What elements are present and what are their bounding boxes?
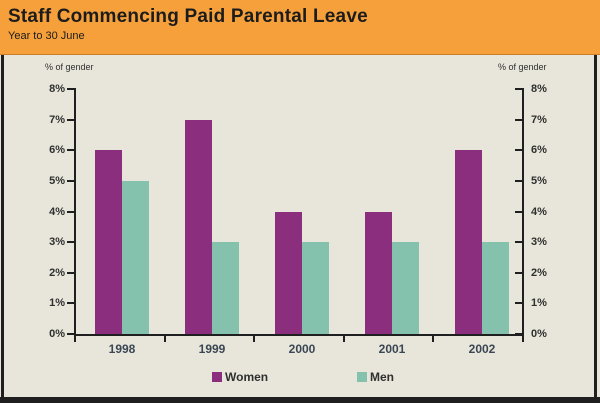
y-axis-tick-label: 6% <box>49 144 65 157</box>
legend-swatch-women <box>212 372 222 382</box>
x-axis-tick <box>253 336 256 342</box>
y-axis-right <box>522 89 524 336</box>
y-axis-tick-label: 8% <box>49 83 65 95</box>
x-axis-tick <box>432 336 435 342</box>
x-axis-label: 1999 <box>198 342 226 356</box>
bar-men-2002 <box>482 242 509 334</box>
y-axis-tick-label: 5% <box>531 174 547 187</box>
y-axis-tick-label: 2% <box>49 266 65 279</box>
panel-border-left <box>1 55 4 403</box>
y-axis-tick-label: 1% <box>531 297 547 310</box>
bar-men-1999 <box>212 242 239 334</box>
y-axis-tick <box>67 118 76 121</box>
y-axis-tick <box>515 149 524 152</box>
y-axis-tick-label: 8% <box>531 83 547 95</box>
x-axis-label: 2002 <box>468 342 496 356</box>
panel-border-right <box>594 55 597 403</box>
bar-men-2000 <box>302 242 329 334</box>
y-axis-tick-label: 0% <box>49 328 65 340</box>
y-axis-tick-label: 4% <box>49 205 65 218</box>
x-axis <box>74 334 524 336</box>
page-title: Staff Commencing Paid Parental Leave <box>8 6 368 27</box>
y-axis-tick-label: 7% <box>531 113 547 126</box>
bar-women-2001 <box>365 211 392 334</box>
x-axis-label: 2000 <box>288 342 316 356</box>
x-axis-label: 2001 <box>378 342 406 356</box>
y-axis-tick <box>515 179 524 182</box>
x-axis-tick <box>342 336 345 342</box>
y-axis-left <box>74 89 76 336</box>
y-axis-tick-label: 7% <box>49 113 65 126</box>
y-axis-tick-label: 3% <box>531 236 547 249</box>
y-axis-tick <box>515 241 524 244</box>
bar-women-2000 <box>275 211 302 334</box>
legend-label: Men <box>370 370 394 384</box>
y-axis-tick <box>515 88 524 90</box>
bar-men-2001 <box>392 242 419 334</box>
y-axis-tick <box>515 210 524 213</box>
bar-women-2002 <box>455 150 482 334</box>
y-axis-tick-label: 2% <box>531 266 547 279</box>
y-axis-tick-label: 3% <box>49 236 65 249</box>
y-axis-tick-label: 0% <box>531 328 547 340</box>
y-axis-tick-label: 1% <box>49 297 65 310</box>
y-axis-unit-label-right: % of gender <box>498 62 547 72</box>
x-axis-label: 1998 <box>108 342 136 356</box>
y-axis-tick <box>67 179 76 182</box>
y-axis-tick <box>515 118 524 121</box>
y-axis-tick <box>67 302 76 305</box>
bar-men-1998 <box>122 180 149 334</box>
y-axis-tick <box>67 88 76 90</box>
legend-swatch-men <box>357 372 367 382</box>
y-axis-tick <box>515 271 524 274</box>
x-axis-tick <box>74 336 76 342</box>
y-axis-tick-label: 6% <box>531 144 547 157</box>
figure-header: Staff Commencing Paid Parental Leave Yea… <box>0 0 600 55</box>
page-subtitle: Year to 30 June <box>8 30 85 42</box>
x-axis-tick <box>163 336 166 342</box>
y-axis-tick <box>67 333 76 335</box>
legend-label: Women <box>225 370 269 384</box>
y-axis-tick <box>67 271 76 274</box>
y-axis-unit-label-left: % of gender <box>45 62 94 72</box>
y-axis-tick-label: 4% <box>531 205 547 218</box>
y-axis-tick <box>515 302 524 305</box>
bar-women-1999 <box>185 119 212 334</box>
chart-panel: % of gender % of gender 0% 1% 2% 3% 4% 5% 6% 7%… <box>0 55 600 403</box>
x-axis-tick <box>522 336 524 342</box>
panel-border-bottom <box>0 397 600 403</box>
bar-women-1998 <box>95 150 122 334</box>
y-axis-tick-label: 5% <box>49 174 65 187</box>
y-axis-tick <box>67 149 76 152</box>
y-axis-tick <box>67 241 76 244</box>
y-axis-tick <box>67 210 76 213</box>
